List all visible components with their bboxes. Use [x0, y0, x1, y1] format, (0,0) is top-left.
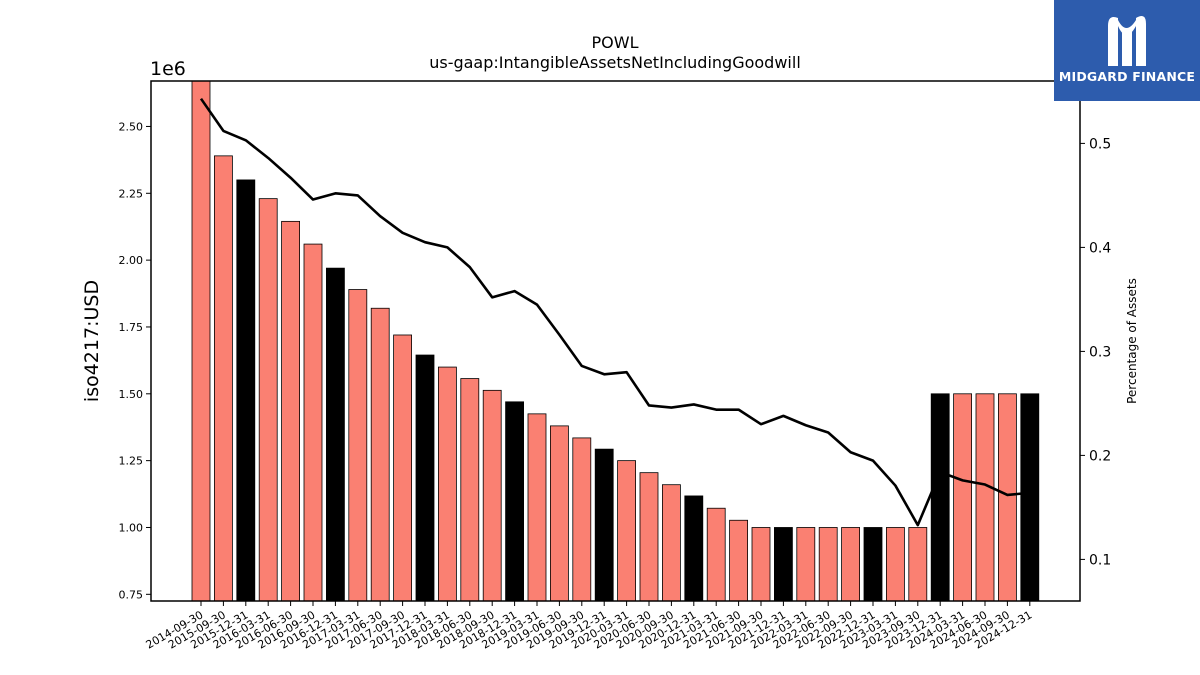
- y-tick-label: 0.75: [119, 588, 144, 601]
- bar: [325, 267, 345, 601]
- y-axis-offset-label: 1e6: [150, 58, 186, 80]
- y-tick-label: 1.75: [119, 321, 144, 334]
- percentage-line: [199, 97, 1030, 527]
- x-axis: 2014-09-302015-09-302015-12-312016-03-31…: [144, 601, 1034, 652]
- bar: [527, 413, 547, 601]
- bar: [617, 460, 636, 601]
- bar: [460, 378, 480, 601]
- bar: [550, 425, 569, 601]
- bar: [863, 527, 883, 601]
- bar: [684, 495, 704, 601]
- bar: [908, 527, 928, 601]
- bar: [281, 220, 301, 601]
- bar: [774, 527, 793, 601]
- bar: [1020, 393, 1040, 601]
- bar: [998, 393, 1017, 601]
- bar: [303, 243, 323, 601]
- midgard-m-icon: [1108, 16, 1146, 66]
- y-tick-label: 1.50: [119, 388, 144, 401]
- y-tick-label: 1.25: [119, 455, 144, 468]
- y2-tick-label: 0.3: [1089, 344, 1111, 360]
- y2-tick-label: 0.1: [1089, 552, 1111, 568]
- bar: [841, 527, 860, 601]
- y-axis-label: iso4217:USD: [81, 280, 103, 402]
- bar: [437, 366, 457, 601]
- bar: [348, 289, 368, 601]
- bar-series: [191, 81, 1040, 601]
- bar: [393, 334, 413, 601]
- bar: [818, 527, 838, 601]
- bar: [594, 448, 614, 601]
- bar: [886, 527, 905, 601]
- bar: [191, 81, 211, 601]
- y-tick-label: 2.00: [119, 254, 144, 267]
- plot-frame: [150, 80, 1081, 602]
- y-axis: 0.75 1.00 1.25 1.50 1.75 2.00 2.25 2.50: [119, 120, 151, 601]
- y2-axis: 0.1 0.2 0.3 0.4 0.5: [1080, 136, 1111, 568]
- bar: [213, 155, 233, 601]
- percentage-line-series: [199, 97, 1030, 527]
- bar: [953, 393, 972, 601]
- y-tick-label: 1.00: [119, 521, 144, 534]
- bar: [796, 527, 816, 601]
- y2-tick-label: 0.5: [1089, 136, 1111, 152]
- bar: [662, 484, 681, 601]
- y2-axis-label: Percentage of Assets: [1125, 278, 1139, 404]
- brand-name: MIDGARD FINANCE: [1058, 69, 1196, 84]
- bar: [975, 393, 995, 601]
- bar: [258, 198, 278, 601]
- y2-tick-label: 0.4: [1089, 240, 1111, 256]
- bar: [930, 393, 950, 601]
- bar: [751, 527, 771, 601]
- bar: [236, 179, 256, 601]
- bar: [370, 307, 390, 601]
- chart-subtitle: us-gaap:IntangibleAssetsNetIncludingGood…: [429, 53, 801, 72]
- brand-logo: MIDGARD FINANCE: [1054, 0, 1200, 101]
- bar: [482, 389, 502, 601]
- bar: [572, 437, 592, 601]
- bar: [639, 472, 659, 601]
- chart-title: POWL: [592, 33, 639, 52]
- bar: [706, 507, 726, 601]
- y-tick-label: 2.25: [119, 187, 144, 200]
- bar: [415, 354, 435, 601]
- y-tick-label: 2.50: [119, 120, 144, 133]
- bar: [729, 519, 748, 601]
- bar: [505, 401, 525, 601]
- y2-tick-label: 0.2: [1089, 448, 1111, 464]
